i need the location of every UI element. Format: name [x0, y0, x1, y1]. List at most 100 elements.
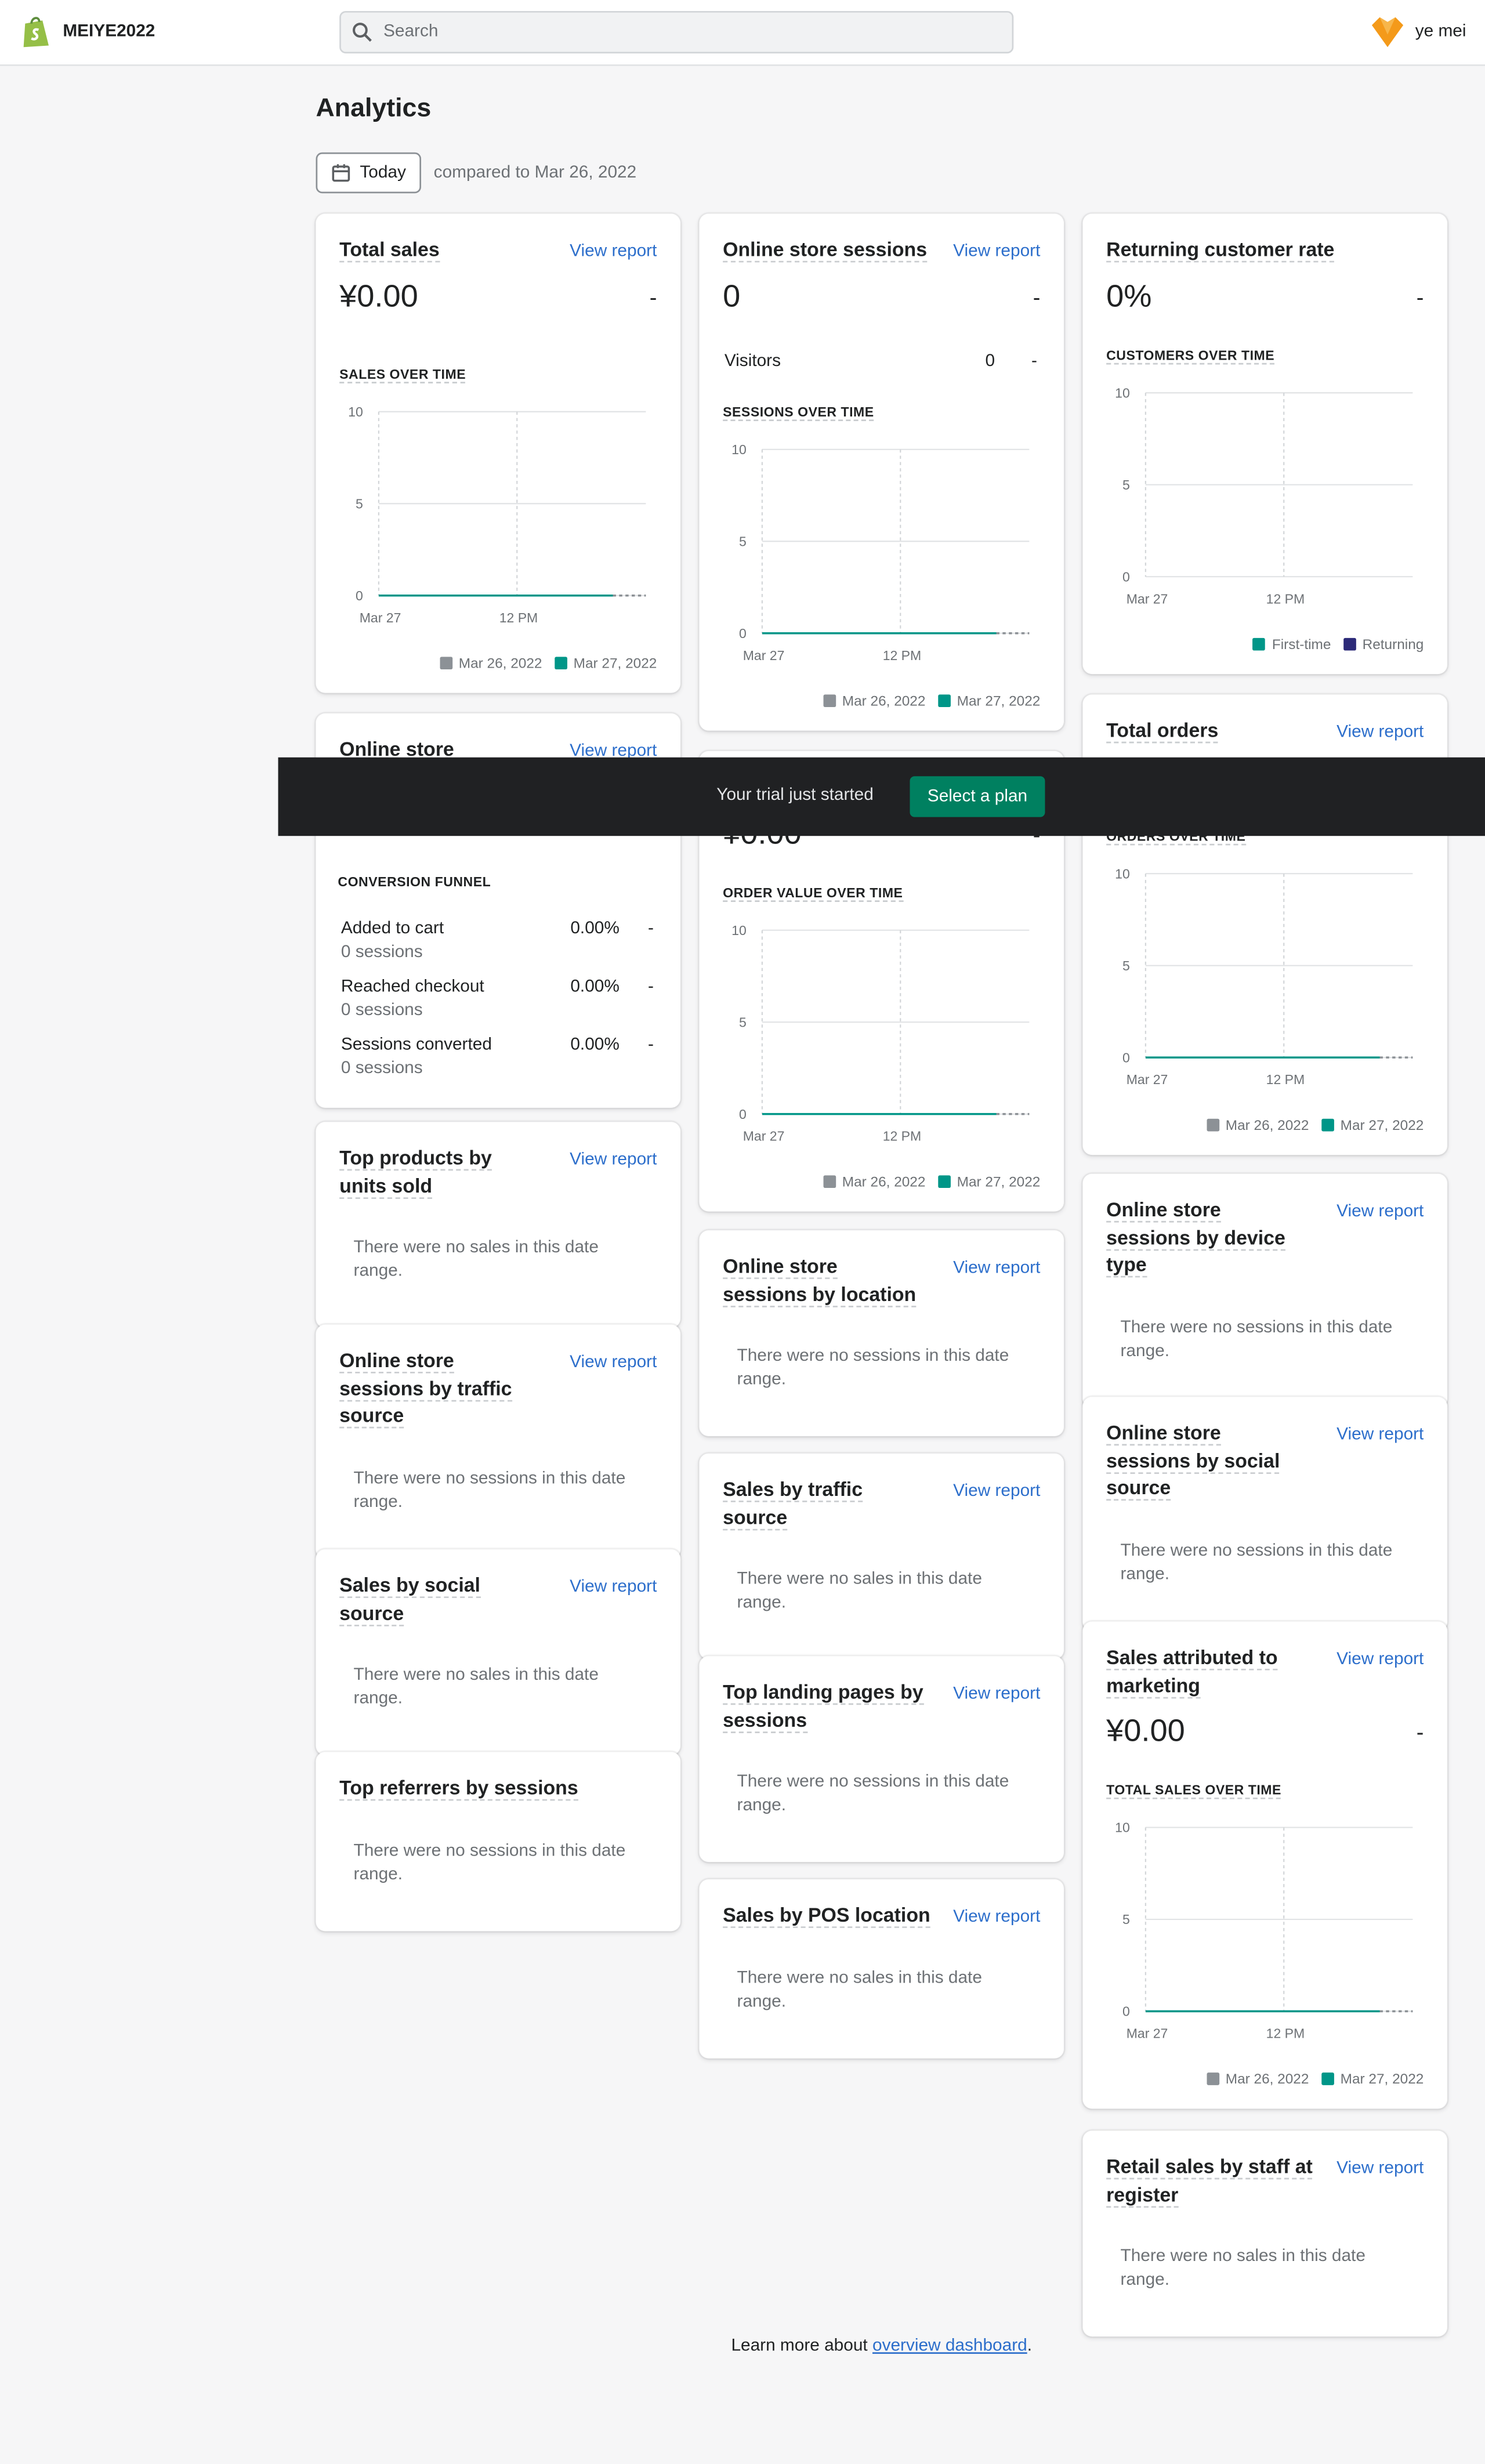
- card-title-text: Sales by POS location: [723, 1904, 930, 1928]
- card-title: Returning customer rate: [1106, 237, 1421, 264]
- legend-label: Mar 27, 2022: [957, 693, 1041, 709]
- legend-swatch: [1207, 2072, 1219, 2085]
- card-title-text: Sales by traffic source: [723, 1479, 863, 1530]
- y-tick-label: 10: [731, 923, 747, 938]
- view-report-link[interactable]: View report: [1336, 723, 1424, 742]
- view-report-link[interactable]: View report: [570, 1577, 657, 1597]
- funnel-row-change: -: [647, 1034, 654, 1054]
- empty-message: There were no sessions in this date rang…: [353, 1840, 626, 1883]
- view-report-link[interactable]: View report: [1336, 1202, 1424, 1221]
- card-title: Top landing pages by sessions: [723, 1680, 943, 1735]
- funnel-row-label: Reached checkout: [341, 976, 484, 996]
- funnel-row-value: 0.00%: [570, 918, 620, 937]
- metric-label: Visitors: [724, 351, 781, 370]
- view-report-link[interactable]: View report: [570, 1353, 657, 1372]
- legend-label: Mar 26, 2022: [842, 693, 926, 709]
- empty-message: There were no sessions in this date rang…: [737, 1771, 1009, 1814]
- card-value: 0: [723, 280, 741, 314]
- chart: 0 5 10 Mar 27 12 PM: [1115, 1820, 1413, 2041]
- search-box[interactable]: Search: [339, 10, 1014, 54]
- legend-label: First-time: [1272, 636, 1331, 653]
- card: Top referrers by sessions There were no s…: [316, 1752, 680, 1932]
- select-plan-button[interactable]: Select a plan: [910, 776, 1045, 817]
- card-value: ¥0.00: [1106, 1714, 1185, 1749]
- calendar-icon: [332, 164, 350, 182]
- card-title-text: Returning customer rate: [1106, 238, 1335, 263]
- y-tick-label: 10: [731, 442, 747, 457]
- card: Sales by social source View report There w…: [316, 1549, 680, 1755]
- view-report-link[interactable]: View report: [1336, 1425, 1424, 1444]
- chart-label: CUSTOMERS OVER TIME: [1106, 346, 1275, 365]
- card-title: Total orders: [1106, 718, 1421, 745]
- view-report-link[interactable]: View report: [1336, 2159, 1424, 2178]
- card-title: Sales by traffic source: [723, 1477, 888, 1532]
- legend-swatch: [823, 694, 836, 708]
- footer: Learn more about overview dashboard.: [0, 2336, 1485, 2356]
- y-tick-label: 5: [1122, 477, 1130, 492]
- card: Total sales View report ¥0.00 - SALES OVER T…: [316, 213, 680, 693]
- card: Online store sessions by location View re…: [699, 1230, 1064, 1437]
- card-value: 0%: [1106, 280, 1152, 314]
- card-title-text: Sales by social source: [339, 1574, 480, 1626]
- chart: 0 5 10 Mar 27 12 PM: [731, 442, 1030, 663]
- legend: Mar 26, 2022 Mar 27, 2022: [1207, 2068, 1424, 2090]
- chart: 0 5 10 Mar 27 12 PM: [348, 404, 646, 625]
- legend: Mar 26, 2022 Mar 27, 2022: [823, 1171, 1040, 1193]
- legend-label: Returning: [1362, 636, 1424, 653]
- empty-message: There were no sales in this date range.: [353, 1665, 599, 1708]
- card: Top products by units sold View report The…: [316, 1122, 680, 1328]
- legend-swatch: [938, 1175, 951, 1188]
- date-button[interactable]: Today: [316, 152, 422, 194]
- view-report-link[interactable]: View report: [570, 242, 657, 261]
- legend-label: Mar 27, 2022: [957, 1173, 1041, 1190]
- page-title: Analytics: [316, 94, 432, 123]
- x-tick-label: Mar 27: [1127, 2026, 1168, 2041]
- legend-item: Mar 26, 2022: [440, 652, 542, 674]
- chart-label-text: TOTAL SALES OVER TIME: [1106, 1781, 1281, 1799]
- funnel-row-value: 0.00%: [570, 976, 620, 996]
- chart-label: SESSIONS OVER TIME: [723, 403, 874, 422]
- user-avatar[interactable]: [1370, 16, 1405, 49]
- footer-link[interactable]: overview dashboard: [872, 2336, 1027, 2356]
- legend: First-time Returning: [1253, 633, 1424, 655]
- legend-swatch: [1343, 637, 1356, 651]
- user-name[interactable]: ye mei: [1415, 21, 1466, 41]
- legend-label: Mar 26, 2022: [1225, 1117, 1309, 1133]
- view-report-link[interactable]: View report: [953, 242, 1041, 261]
- card-title-text: Online store sessions by social source: [1106, 1422, 1280, 1501]
- x-tick-label: Mar 27: [743, 648, 785, 663]
- legend-item: Mar 26, 2022: [1207, 2068, 1309, 2090]
- y-tick-label: 5: [1122, 958, 1130, 973]
- legend-swatch: [823, 1175, 836, 1188]
- empty-message: There were no sales in this date range.: [1120, 2246, 1366, 2289]
- funnel-row-change: -: [647, 918, 654, 937]
- view-report-link[interactable]: View report: [953, 1481, 1041, 1501]
- x-tick-label: 12 PM: [1266, 2026, 1305, 2041]
- x-tick-label: Mar 27: [743, 1129, 785, 1144]
- card-value: ¥0.00: [339, 280, 418, 314]
- trial-banner: Your trial just started Select a plan: [278, 757, 1485, 836]
- chart-label-text: ORDER VALUE OVER TIME: [723, 885, 903, 902]
- view-report-link[interactable]: View report: [953, 1258, 1041, 1278]
- empty-message: There were no sessions in this date rang…: [1120, 1317, 1393, 1360]
- card: Returning customer rate 0% - CUSTOMERS OVER…: [1082, 213, 1447, 675]
- legend-item: Mar 26, 2022: [823, 690, 925, 712]
- card-change: -: [1033, 284, 1041, 310]
- card-title-text: Online store sessions: [723, 238, 928, 263]
- legend-swatch: [1321, 1118, 1334, 1132]
- card: Online store sessions by device type View…: [1082, 1173, 1447, 1408]
- y-tick-label: 0: [1122, 1050, 1130, 1065]
- funnel-row-sub: 0 sessions: [341, 1058, 423, 1078]
- view-report-link[interactable]: View report: [1336, 1650, 1424, 1669]
- x-tick-label: Mar 27: [1127, 591, 1168, 606]
- x-tick-label: 12 PM: [883, 1129, 922, 1144]
- view-report-link[interactable]: View report: [953, 1684, 1041, 1704]
- card-title: Online store sessions by location: [723, 1254, 924, 1309]
- view-report-link[interactable]: View report: [953, 1907, 1041, 1927]
- card-title: Online store sessions: [723, 237, 1037, 264]
- chart-label: ORDER VALUE OVER TIME: [723, 883, 903, 902]
- view-report-link[interactable]: View report: [570, 1150, 657, 1169]
- card-title-text: Total orders: [1106, 719, 1219, 744]
- view-report-link[interactable]: View report: [570, 741, 657, 761]
